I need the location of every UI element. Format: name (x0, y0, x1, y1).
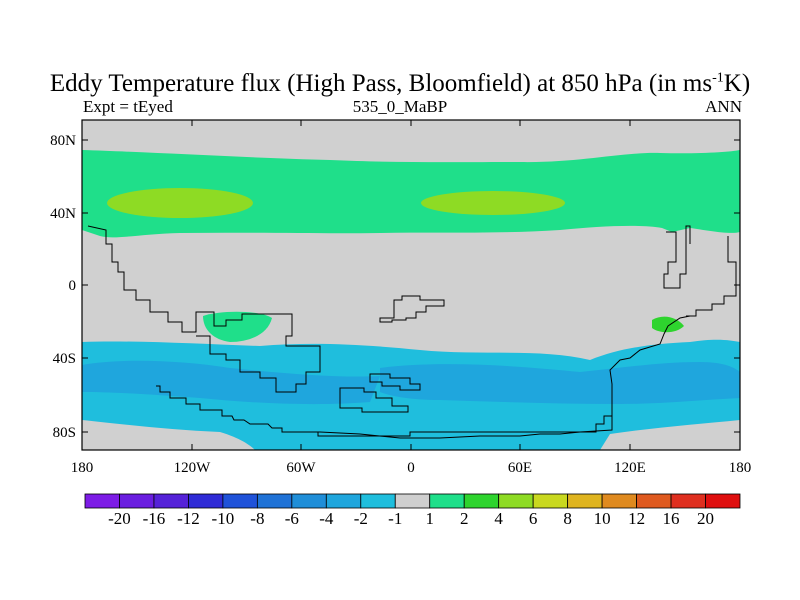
colorbar-label: 10 (594, 509, 611, 528)
experiment-label: Expt = tEyed (83, 97, 173, 116)
colorbar-label: -1 (388, 509, 402, 528)
colorbar-swatch (222, 493, 258, 509)
title-text: Eddy Temperature flux (High Pass, Bloomf… (49, 70, 713, 97)
colorbar-label: -20 (108, 509, 131, 528)
colorbar-label: 20 (697, 509, 714, 528)
colorbar-swatch (601, 493, 637, 509)
northern-band (82, 150, 740, 238)
y-tick-label: 0 (69, 278, 77, 294)
colorbar-label: 6 (529, 509, 538, 528)
coastline-australia (156, 315, 691, 439)
colorbar-label: 16 (663, 509, 680, 528)
colorbar-label: 1 (425, 509, 434, 528)
map-field (82, 120, 740, 450)
colorbar-label: 4 (494, 509, 503, 528)
colorbar-swatch (429, 493, 465, 509)
coastline-americas (87, 225, 321, 393)
colorbar-swatch (394, 493, 431, 509)
colorbar-swatch (256, 493, 293, 509)
patch-south-america (203, 311, 272, 342)
colorbar-label: -6 (285, 509, 299, 528)
coastline-antarctic-rim (282, 415, 612, 437)
x-tick-label: 120E (614, 460, 646, 476)
plot-title: Eddy Temperature flux (High Pass, Bloomf… (0, 70, 800, 98)
colorbar-swatch (567, 493, 603, 509)
coastline-africa (379, 295, 445, 323)
colorbar-swatch (532, 493, 569, 509)
x-tick-label: 0 (407, 460, 415, 476)
colorbar-label: 8 (563, 509, 572, 528)
colorbar-label: -10 (212, 509, 235, 528)
colorbar-swatch (188, 493, 224, 509)
southern-core-east (380, 362, 740, 404)
colorbar-swatch (84, 493, 120, 509)
season-label: ANN (705, 97, 742, 116)
colorbar-label: -8 (250, 509, 264, 528)
coastlines (87, 225, 737, 439)
colorbar-swatch (360, 493, 396, 509)
colorbar (84, 493, 741, 509)
y-tick-label: 40N (50, 206, 76, 222)
polar-grey-east (600, 420, 740, 450)
colorbar-label: -4 (319, 509, 334, 528)
colorbar-swatch (705, 493, 741, 509)
colorbar-swatch (636, 493, 672, 509)
x-tick-label: 60E (508, 460, 532, 476)
x-tick-label: 180 (71, 460, 94, 476)
colorbar-swatch (119, 493, 155, 509)
tick-marks (81, 120, 741, 450)
y-tick-label: 40S (53, 351, 76, 367)
colorbar-label: 12 (628, 509, 645, 528)
colorbar-swatch (498, 493, 534, 509)
x-tick-label: 60W (286, 460, 316, 476)
colorbar-label: 2 (460, 509, 469, 528)
y-tick-label: 80N (50, 133, 76, 149)
coastline-antarctic-block (339, 387, 409, 413)
northern-core-west (107, 188, 253, 218)
title-superscript: -1 (712, 70, 724, 86)
colorbar-label: -2 (354, 509, 368, 528)
coastline-southern-islands (369, 373, 421, 391)
coastline-asia-east (663, 225, 691, 289)
colorbar-swatch (463, 493, 500, 509)
title-unit-end: K) (723, 70, 751, 97)
polar-grey-west (82, 420, 255, 450)
northern-core-east (421, 191, 565, 215)
colorbar-swatch (670, 493, 706, 509)
coastline-asia-right (686, 236, 737, 317)
case-label: 535_0_MaBP (352, 97, 448, 116)
colorbar-labels: -20 -16 -12 -10 -8 -6 -4 -2 -1 1 2 4 6 8 10 12 16 20 (108, 509, 714, 528)
x-tick-label: 120W (174, 460, 212, 476)
colorbar-swatch (153, 493, 189, 509)
colorbar-swatch (325, 493, 362, 509)
southern-core-west (82, 360, 380, 405)
colorbar-swatch (291, 493, 327, 509)
colorbar-label: -16 (143, 509, 166, 528)
x-tick-label: 180 (729, 460, 752, 476)
y-tick-label: 80S (53, 425, 76, 441)
colorbar-label: -12 (177, 509, 200, 528)
